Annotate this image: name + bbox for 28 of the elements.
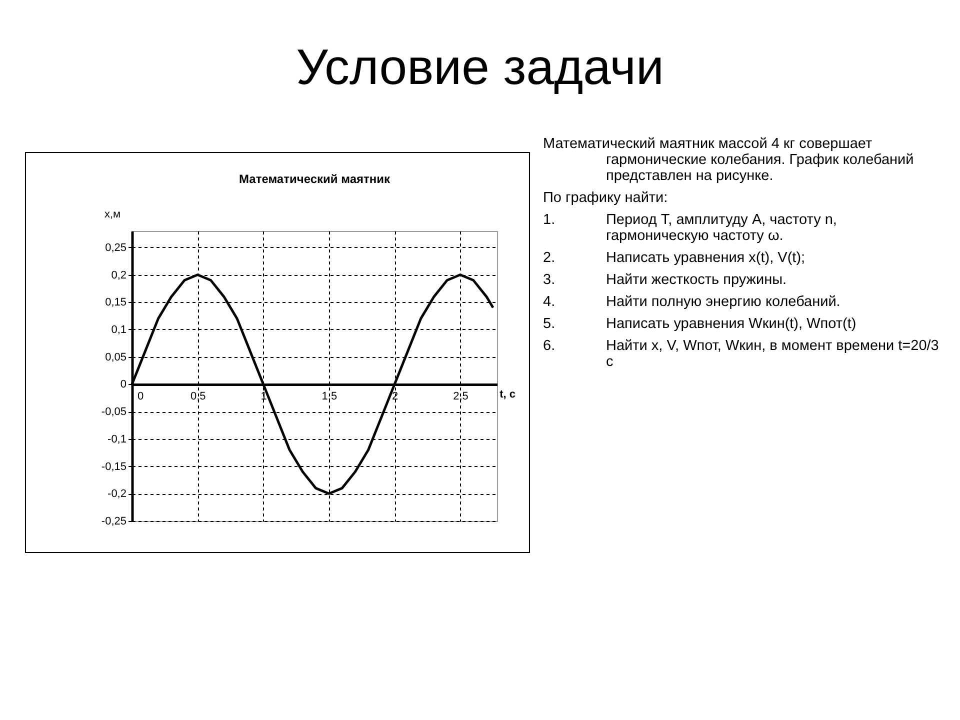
y-tick-label: 0,15 bbox=[105, 296, 126, 309]
x-axis-title: t, с bbox=[500, 388, 516, 401]
y-tick-label: 0 bbox=[120, 378, 126, 391]
x-tick-label: 0,5 bbox=[190, 390, 206, 403]
x-tick-label: 1,5 bbox=[322, 390, 338, 403]
y-tick-label: 0,2 bbox=[111, 269, 126, 282]
text: 4. Найти полную энергию колебаний. bbox=[543, 294, 840, 310]
text: 5. Написать уравнения Wкин(t), Wпот(t) bbox=[543, 316, 856, 332]
text: 1. Период T, амплитуду A, частоту n, гармоническую частоту ω. bbox=[543, 212, 837, 244]
y-tick-label: -0,1 bbox=[108, 433, 126, 446]
y-tick-label: -0,15 bbox=[101, 460, 126, 473]
chart-subtitle: Математический маятник bbox=[238, 172, 391, 186]
text: 6. Найти x, V, Wпот, Wкин, в момент времени t=20/3 с bbox=[543, 338, 939, 370]
x-tick-label: 0 bbox=[138, 390, 144, 403]
text: 3. Найти жесткость пружины. bbox=[543, 272, 787, 288]
y-tick-label: -0,05 bbox=[101, 406, 126, 418]
y-tick-label: -0,25 bbox=[101, 516, 126, 528]
text: Математический маятник массой 4 кг совершает гармонические колебания. График колебаний представлен на рисунке. bbox=[543, 136, 915, 184]
y-axis-title: x,м bbox=[104, 208, 121, 220]
y-tick-label: 0,05 bbox=[105, 351, 126, 364]
text: По графику найти: bbox=[543, 190, 669, 206]
y-tick-label: -0,2 bbox=[108, 488, 126, 500]
x-tick-label: 2 bbox=[392, 390, 398, 403]
y-tick-label: 0,1 bbox=[111, 324, 126, 336]
text: 2. Написать уравнения x(t), V(t); bbox=[543, 250, 806, 266]
y-tick-label: 0,25 bbox=[105, 242, 126, 254]
x-tick-label: 2,5 bbox=[453, 390, 468, 403]
chart-title: Условие задачи bbox=[295, 38, 665, 96]
